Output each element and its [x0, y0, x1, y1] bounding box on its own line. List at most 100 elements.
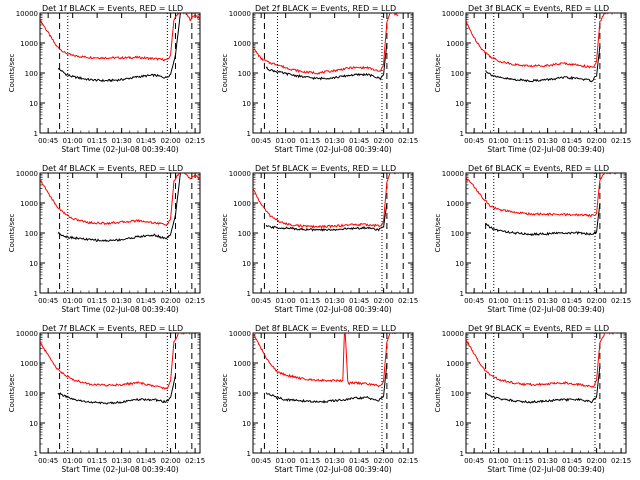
- x-tick-label: 02:00: [587, 137, 607, 145]
- y-tick-label: 10000: [16, 170, 38, 178]
- x-tick-label: 00:45: [464, 457, 484, 465]
- chart-title: Det 8f BLACK = Events, RED = LLD: [255, 324, 396, 333]
- y-axis-label: Counts/sec: [8, 54, 16, 93]
- chart-title: Det 5f BLACK = Events, RED = LLD: [255, 164, 396, 173]
- y-tick-label: 1: [34, 130, 38, 138]
- y-tick-label: 100: [451, 390, 464, 398]
- x-tick-label: 02:15: [185, 137, 205, 145]
- x-tick-label: 02:00: [374, 457, 394, 465]
- x-tick-label: 00:45: [464, 297, 484, 305]
- event-rate-line: [485, 45, 601, 83]
- x-tick-label: 01:30: [112, 297, 132, 305]
- chart-panel-5: Det 5f BLACK = Events, RED = LLD 1 10 100 10…: [221, 164, 418, 314]
- chart-title: Det 4f BLACK = Events, RED = LLD: [42, 164, 183, 173]
- y-tick-label: 1: [247, 130, 251, 138]
- y-tick-label: 10000: [16, 10, 38, 18]
- x-tick-label: 02:00: [587, 297, 607, 305]
- x-tick-label: 02:15: [398, 297, 418, 305]
- chart-title: Det 6f BLACK = Events, RED = LLD: [468, 164, 609, 173]
- y-tick-label: 10: [29, 260, 38, 268]
- y-tick-label: 10000: [442, 330, 464, 338]
- x-tick-label: 00:45: [251, 457, 271, 465]
- x-tick-label: 01:30: [325, 457, 345, 465]
- chart-panel-7: Det 7f BLACK = Events, RED = LLD 1 10 100 10…: [8, 324, 205, 474]
- event-rate-line: [265, 42, 388, 81]
- x-axis-label: Start Time (02-Jul-08 00:39:40): [487, 305, 604, 314]
- x-tick-label: 00:45: [464, 137, 484, 145]
- chart-panel-9: Det 9f BLACK = Events, RED = LLD 1 10 100 10…: [434, 324, 631, 474]
- y-tick-label: 1000: [446, 40, 464, 48]
- y-tick-label: 1000: [233, 200, 251, 208]
- x-tick-label: 01:45: [136, 457, 156, 465]
- lld-rate-line: [253, 173, 400, 229]
- y-tick-label: 1: [460, 130, 464, 138]
- y-axis-label: Counts/sec: [221, 214, 229, 253]
- y-tick-label: 10000: [229, 330, 251, 338]
- event-rate-line: [485, 365, 601, 404]
- y-tick-label: 100: [238, 390, 251, 398]
- lld-rate-line: [40, 333, 192, 390]
- lld-rate-line: [40, 13, 200, 62]
- x-tick-label: 02:00: [374, 297, 394, 305]
- lld-rate-line: [253, 13, 399, 75]
- x-tick-label: 01:15: [513, 137, 533, 145]
- chart-panel-4: Det 4f BLACK = Events, RED = LLD 1 10 100 10…: [8, 164, 205, 314]
- x-tick-label: 01:00: [489, 457, 509, 465]
- x-axis-label: Start Time (02-Jul-08 00:39:40): [274, 465, 391, 474]
- x-tick-label: 01:45: [562, 137, 582, 145]
- y-tick-label: 10: [29, 420, 38, 428]
- y-tick-label: 10: [455, 260, 464, 268]
- y-axis-label: Counts/sec: [434, 54, 442, 93]
- event-rate-line: [265, 362, 388, 404]
- chart-title: Det 1f BLACK = Events, RED = LLD: [42, 4, 183, 13]
- x-tick-label: 02:00: [587, 457, 607, 465]
- x-tick-label: 01:00: [276, 297, 296, 305]
- x-tick-label: 02:00: [161, 297, 181, 305]
- y-axis-label: Counts/sec: [8, 374, 16, 413]
- y-axis-label: Counts/sec: [434, 374, 442, 413]
- x-tick-label: 01:00: [63, 137, 83, 145]
- x-tick-label: 02:00: [161, 457, 181, 465]
- chart-panel-8: Det 8f BLACK = Events, RED = LLD 1 10 100 10…: [221, 324, 418, 474]
- x-tick-label: 01:45: [562, 457, 582, 465]
- x-axis-label: Start Time (02-Jul-08 00:39:40): [61, 305, 178, 314]
- x-tick-label: 01:30: [538, 137, 558, 145]
- chart-panel-6: Det 6f BLACK = Events, RED = LLD 1 10 100 10…: [434, 164, 631, 314]
- y-tick-label: 100: [238, 230, 251, 238]
- y-tick-label: 10000: [229, 10, 251, 18]
- x-tick-label: 01:45: [349, 457, 369, 465]
- y-axis-label: Counts/sec: [221, 374, 229, 413]
- x-tick-label: 01:15: [87, 457, 107, 465]
- event-rate-line: [57, 374, 176, 405]
- x-tick-label: 01:30: [325, 297, 345, 305]
- y-tick-label: 10: [242, 420, 251, 428]
- y-tick-label: 1000: [446, 360, 464, 368]
- y-tick-label: 1: [460, 290, 464, 298]
- x-tick-label: 02:15: [611, 457, 631, 465]
- x-axis-label: Start Time (02-Jul-08 00:39:40): [61, 145, 178, 154]
- x-tick-label: 02:15: [611, 137, 631, 145]
- x-tick-label: 01:15: [300, 137, 320, 145]
- chart-title: Det 2f BLACK = Events, RED = LLD: [255, 4, 396, 13]
- y-tick-label: 100: [25, 230, 38, 238]
- y-axis-label: Counts/sec: [221, 54, 229, 93]
- x-tick-label: 01:15: [300, 457, 320, 465]
- y-tick-label: 1000: [446, 200, 464, 208]
- y-tick-label: 1000: [233, 360, 251, 368]
- y-tick-label: 10000: [16, 330, 38, 338]
- y-tick-label: 10: [242, 260, 251, 268]
- x-axis-label: Start Time (02-Jul-08 00:39:40): [487, 465, 604, 474]
- y-tick-label: 1000: [20, 40, 38, 48]
- chart-panel-2: Det 2f BLACK = Events, RED = LLD 1 10 100 10…: [221, 4, 418, 154]
- chart-title: Det 9f BLACK = Events, RED = LLD: [468, 324, 609, 333]
- event-rate-line: [57, 173, 181, 243]
- x-tick-label: 01:45: [562, 297, 582, 305]
- y-tick-label: 1000: [20, 200, 38, 208]
- x-tick-label: 01:45: [136, 297, 156, 305]
- x-tick-label: 02:15: [185, 457, 205, 465]
- x-tick-label: 01:45: [349, 297, 369, 305]
- lld-rate-line: [466, 13, 617, 69]
- x-tick-label: 01:30: [112, 457, 132, 465]
- x-tick-label: 02:15: [185, 297, 205, 305]
- x-tick-label: 01:00: [489, 137, 509, 145]
